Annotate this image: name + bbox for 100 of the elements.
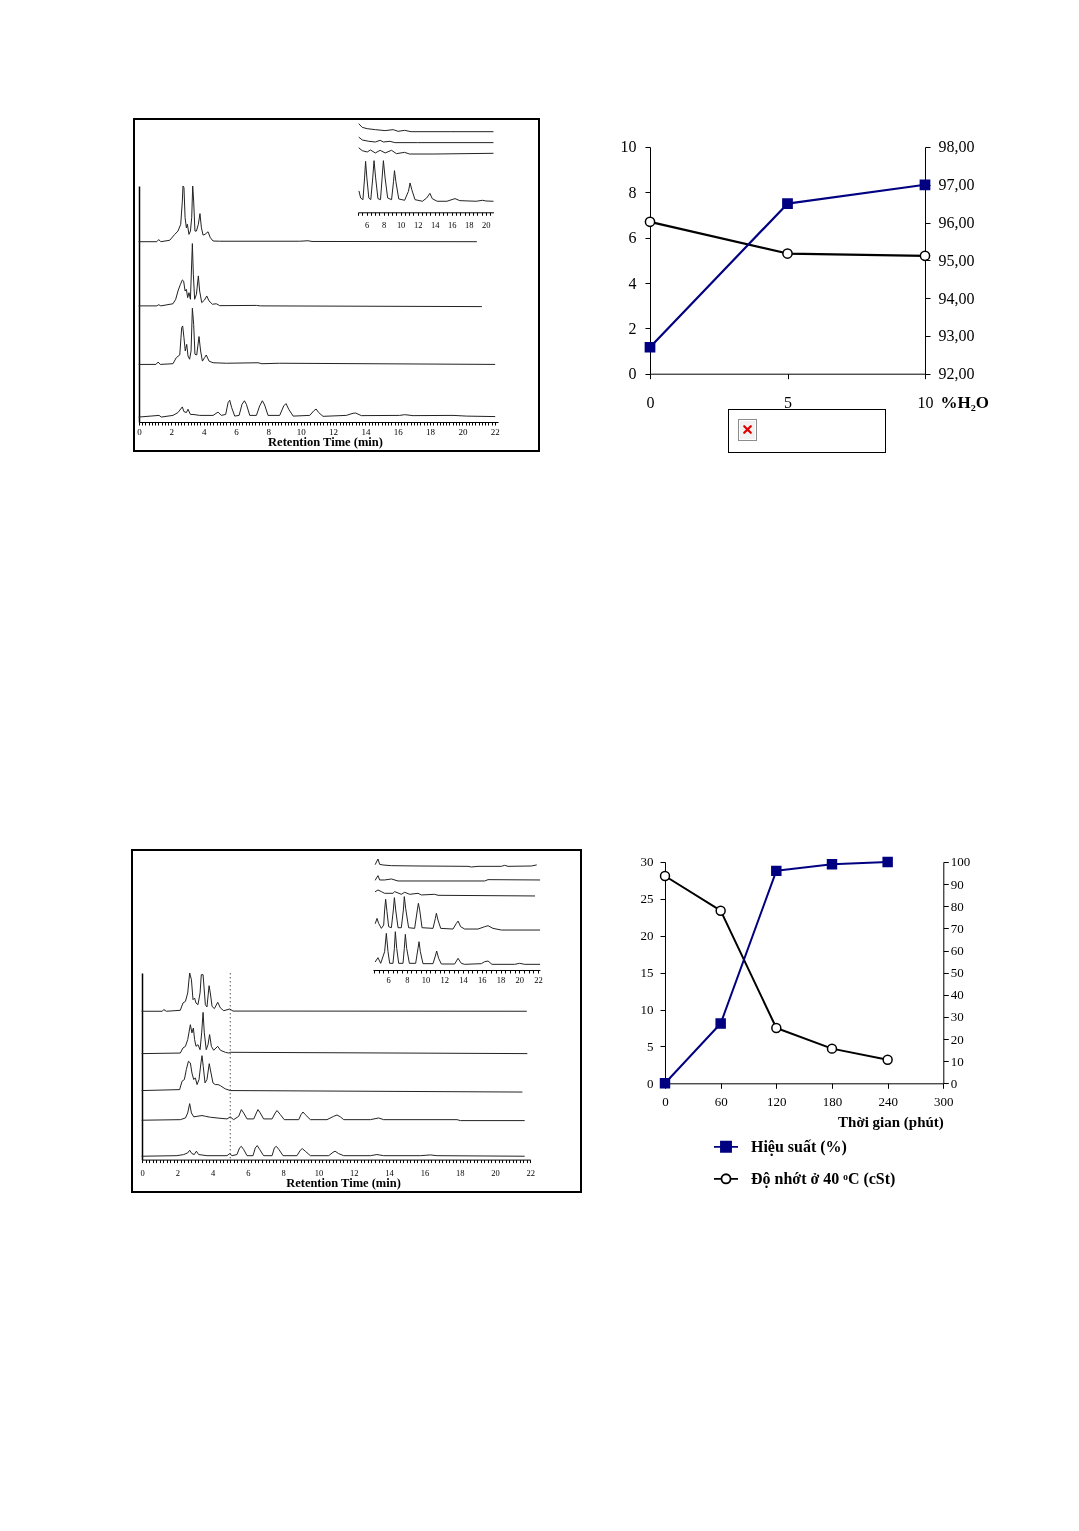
y2-tick-label: 10 — [950, 1053, 964, 1069]
x-tick-label: 0 — [140, 1167, 145, 1178]
y-tick-label: 4 — [628, 274, 637, 292]
x-tick-label: 8 — [405, 975, 410, 986]
x-tick-label: 2 — [169, 426, 175, 437]
x-tick-label: 6 — [364, 219, 369, 230]
x-tick-label: 5 — [784, 394, 792, 412]
point — [826, 1043, 838, 1054]
y2-tick-label: 95,00 — [938, 252, 975, 270]
x-tick-label: 16 — [420, 1167, 429, 1178]
point — [715, 1018, 726, 1029]
x-tick-label: 4 — [201, 426, 207, 437]
point — [919, 250, 931, 262]
x-tick-label: 8 — [381, 219, 386, 230]
x-tick-label: 4 — [210, 1167, 216, 1178]
y-tick-label: 20 — [640, 928, 654, 944]
y2-tick-label: 50 — [950, 965, 964, 981]
y-tick-label: 10 — [620, 138, 637, 156]
x-tick-label: 22 — [526, 1167, 535, 1178]
x-tick-label: 2 — [175, 1167, 180, 1178]
x-tick-label: 12 — [440, 975, 449, 986]
y-tick-label: 5 — [647, 1038, 654, 1054]
y2-tick-label: 90 — [950, 876, 964, 892]
x-tick-label: 120 — [767, 1093, 787, 1109]
point — [771, 1022, 782, 1034]
x-tick-label: 10 — [421, 975, 431, 986]
point — [782, 248, 793, 260]
legend-label: Độ nhớt ở 40 ᵒC (cSt) — [751, 1169, 896, 1188]
x-tick-label: 10 — [314, 1167, 323, 1178]
x-tick-label: 18 — [455, 1167, 465, 1178]
x-tick-label: 0 — [137, 426, 143, 437]
y-tick-label: 30 — [640, 854, 654, 870]
x-tick-label: 22 — [490, 426, 500, 437]
x-tick-label: 16 — [478, 975, 487, 986]
x-tick-label: 18 — [464, 219, 474, 230]
x-tick-label: 6 — [386, 975, 391, 986]
y-tick-label: 0 — [628, 365, 637, 383]
y2-tick-label: 60 — [950, 943, 964, 959]
point — [659, 870, 671, 882]
y2-tick-label: 94,00 — [938, 289, 975, 307]
x-tick-label: 14 — [385, 1167, 395, 1178]
x-tick-label: 20 — [458, 426, 468, 437]
x-axis-title: Retention Time (min) — [268, 434, 383, 449]
y2-tick-label: 98,00 — [938, 138, 975, 156]
legend-label: Hiệu suất (%) — [751, 1137, 847, 1156]
x-tick-label: 6 — [234, 426, 240, 437]
y2-tick-label: 40 — [950, 987, 964, 1003]
point — [644, 342, 656, 353]
y-tick-label: 2 — [628, 320, 637, 338]
x-tick-label: 6 — [245, 1167, 251, 1178]
x-tick-label: 300 — [934, 1093, 954, 1109]
x-tick-label: 14 — [459, 975, 469, 986]
y2-tick-label: 30 — [950, 1009, 964, 1025]
x-tick-label: 20 — [481, 219, 491, 230]
point — [659, 1078, 671, 1089]
x-tick-label: 180 — [822, 1093, 843, 1109]
x-tick-label: 20 — [490, 1167, 500, 1178]
y-tick-label: 10 — [640, 1002, 654, 1018]
point — [882, 856, 893, 868]
point — [715, 905, 726, 916]
x-tick-label: 8 — [266, 426, 272, 437]
x-tick-label: 12 — [329, 426, 339, 437]
x-tick-label: 0 — [662, 1093, 669, 1109]
x-tick-label: 14 — [361, 426, 371, 437]
y-tick-label: 0 — [647, 1075, 654, 1091]
point — [771, 865, 782, 877]
y2-tick-label: 70 — [950, 920, 964, 936]
x-tick-label: 16 — [447, 219, 456, 230]
y2-tick-label: 20 — [950, 1031, 964, 1047]
x-tick-label: 10 — [917, 394, 934, 412]
x-tick-label: 8 — [281, 1167, 286, 1178]
y2-tick-label: 96,00 — [938, 214, 975, 232]
y2-tick-label: 93,00 — [938, 327, 975, 345]
point — [882, 1054, 893, 1065]
x-tick-label: 240 — [878, 1093, 898, 1109]
x-axis-title: %H₂O — [940, 393, 989, 413]
y-tick-label: 15 — [640, 965, 654, 981]
x-tick-label: 12 — [413, 219, 422, 230]
x-tick-label: 16 — [393, 426, 404, 437]
point — [919, 179, 931, 191]
point — [826, 858, 838, 870]
x-tick-label: 18 — [426, 426, 436, 437]
x-axis-title: Thời gian (phút) — [838, 1113, 944, 1131]
x-tick-label: 10 — [296, 426, 307, 437]
point — [644, 216, 656, 228]
x-tick-label: 60 — [714, 1093, 728, 1109]
x-tick-label: 10 — [396, 219, 405, 230]
y-tick-label: 25 — [640, 891, 654, 907]
y2-tick-label: 92,00 — [938, 365, 975, 383]
x-tick-label: 14 — [430, 219, 440, 230]
y2-tick-label: 97,00 — [938, 176, 975, 194]
y2-tick-label: 100 — [950, 854, 971, 870]
x-tick-label: 12 — [349, 1167, 359, 1178]
x-tick-label: 22 — [534, 975, 543, 986]
x-axis-title: Retention Time (min) — [285, 1175, 401, 1190]
y2-tick-label: 0 — [950, 1075, 958, 1091]
y2-tick-label: 80 — [950, 898, 964, 914]
x-tick-label: 20 — [515, 975, 525, 986]
x-tick-label: 18 — [496, 975, 506, 986]
point — [782, 198, 793, 210]
